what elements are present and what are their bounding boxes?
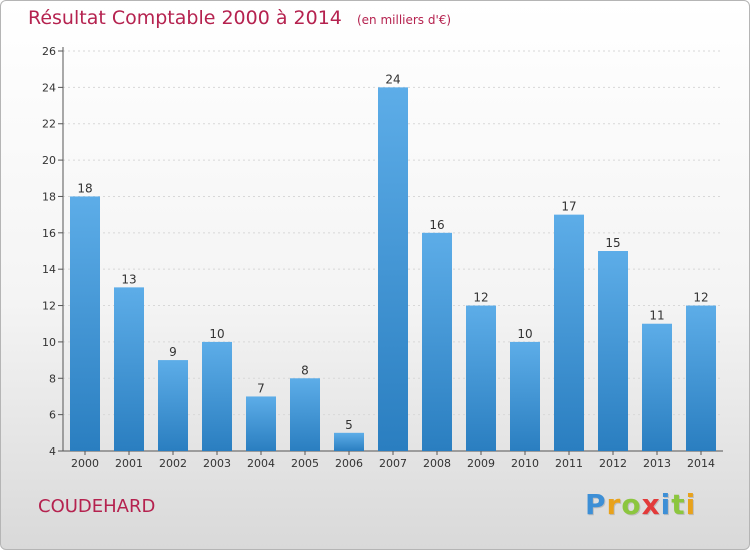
bar — [246, 396, 276, 451]
bar — [422, 232, 452, 451]
bar — [378, 87, 408, 451]
x-tick-label: 2006 — [335, 457, 363, 470]
bar — [642, 323, 672, 451]
bar-value-label: 24 — [385, 72, 400, 86]
bar — [290, 378, 320, 451]
y-tick-label: 20 — [42, 154, 56, 167]
bar-value-label: 12 — [473, 291, 488, 305]
chart-title: Résultat Comptable 2000 à 2014 (en milli… — [28, 7, 451, 29]
x-tick-label: 2001 — [115, 457, 143, 470]
x-tick-label: 2009 — [467, 457, 495, 470]
bar-value-label: 17 — [561, 200, 576, 214]
chart-title-main: Résultat Comptable 2000 à 2014 — [28, 7, 342, 29]
bar-value-label: 13 — [121, 272, 136, 286]
x-tick-label: 2010 — [511, 457, 539, 470]
bar-value-label: 16 — [429, 218, 444, 232]
bar — [510, 341, 540, 451]
x-tick-label: 2005 — [291, 457, 319, 470]
bar-value-label: 10 — [517, 327, 532, 341]
logo-letter: r — [606, 488, 622, 521]
bar — [554, 214, 584, 451]
x-tick-label: 2014 — [687, 457, 715, 470]
bar — [686, 305, 716, 451]
y-tick-label: 8 — [49, 372, 56, 385]
bar-value-label: 5 — [345, 418, 353, 432]
y-tick-label: 14 — [42, 263, 56, 276]
y-tick-label: 24 — [42, 81, 56, 94]
bar-value-label: 15 — [605, 236, 620, 250]
bar — [158, 360, 188, 451]
bar-value-label: 18 — [77, 181, 92, 195]
y-tick-label: 12 — [42, 300, 56, 313]
logo-letter: o — [621, 488, 642, 521]
y-tick-label: 22 — [42, 118, 56, 131]
commune-name: COUDEHARD — [38, 496, 156, 517]
y-tick-label: 26 — [42, 45, 56, 58]
logo-letter: P — [585, 488, 607, 521]
bar-value-label: 12 — [693, 291, 708, 305]
x-tick-label: 2000 — [71, 457, 99, 470]
y-tick-label: 18 — [42, 190, 56, 203]
x-tick-label: 2007 — [379, 457, 407, 470]
x-tick-label: 2003 — [203, 457, 231, 470]
bar-value-label: 10 — [209, 327, 224, 341]
bar — [598, 251, 628, 451]
bar-value-label: 7 — [257, 381, 265, 395]
bar — [202, 341, 232, 451]
bar-value-label: 11 — [649, 309, 664, 323]
x-tick-label: 2012 — [599, 457, 627, 470]
logo-letter: i — [660, 488, 672, 521]
bar-value-label: 8 — [301, 363, 309, 377]
logo-letter: t — [671, 488, 686, 521]
x-tick-label: 2011 — [555, 457, 583, 470]
bar — [70, 196, 100, 451]
bar — [114, 287, 144, 451]
bar — [334, 432, 364, 451]
x-tick-label: 2004 — [247, 457, 275, 470]
bar — [466, 305, 496, 451]
bar-value-label: 9 — [169, 345, 177, 359]
chart-title-unit: (en milliers d'€) — [356, 13, 452, 27]
y-tick-label: 6 — [49, 409, 56, 422]
x-tick-label: 2008 — [423, 457, 451, 470]
proxiti-logo: Proxiti — [585, 488, 696, 521]
y-tick-label: 16 — [42, 227, 56, 240]
logo-letter: i — [685, 488, 697, 521]
x-tick-label: 2013 — [643, 457, 671, 470]
y-tick-label: 4 — [49, 445, 56, 458]
logo-letter: x — [641, 488, 661, 521]
y-tick-label: 10 — [42, 336, 56, 349]
x-tick-label: 2002 — [159, 457, 187, 470]
